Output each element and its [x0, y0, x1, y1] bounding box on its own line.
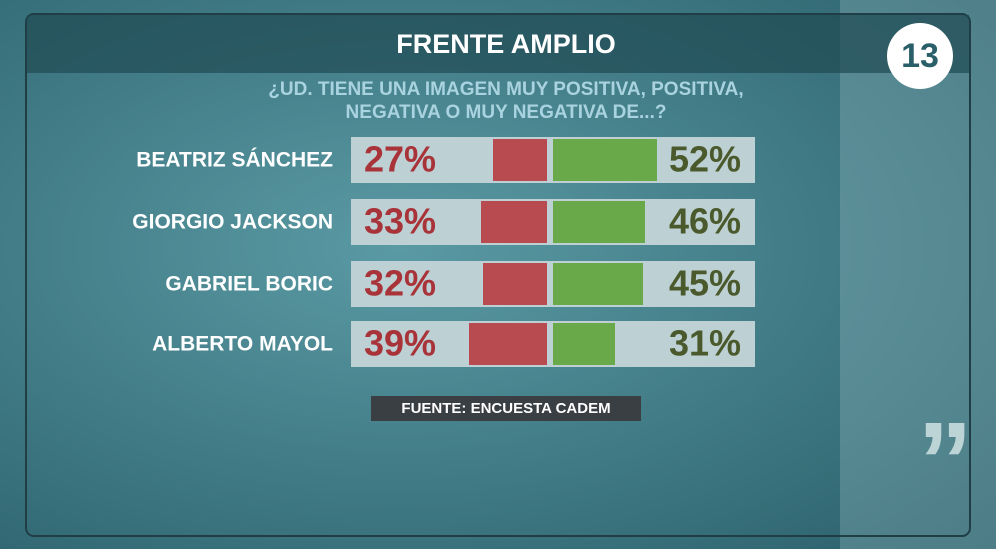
logo: 13 — [901, 37, 939, 75]
category-label: BEATRIZ SÁNCHEZ — [136, 149, 333, 172]
positive-value-label: 31% — [669, 323, 741, 364]
positive-bar — [553, 323, 615, 365]
negative-value-label: 33% — [364, 201, 436, 242]
positive-bar — [553, 263, 643, 305]
positive-value-label: 52% — [669, 139, 741, 180]
subtitle: NEGATIVA O MUY NEGATIVA DE...? — [346, 102, 667, 123]
positive-bar — [553, 139, 657, 181]
negative-bar — [481, 201, 547, 243]
source-box — [371, 396, 641, 421]
negative-value-label: 32% — [364, 263, 436, 304]
subtitle: ¿UD. TIENE UNA IMAGEN MUY POSITIVA, POSI… — [268, 79, 743, 100]
quote-mark: ” — [918, 400, 973, 523]
negative-bar — [493, 139, 547, 181]
chart-title: FRENTE AMPLIO — [396, 29, 616, 59]
source: FUENTE: ENCUESTA CADEM — [401, 400, 610, 417]
category-label: ALBERTO MAYOL — [152, 333, 333, 356]
negative-bar — [483, 263, 547, 305]
positive-value-label: 46% — [669, 201, 741, 242]
negative-bar — [469, 323, 547, 365]
negative-value-label: 39% — [364, 323, 436, 364]
category-label: GABRIEL BORIC — [165, 273, 333, 296]
title-band — [27, 15, 969, 73]
positive-value-label: 45% — [669, 263, 741, 304]
category-label: GIORGIO JACKSON — [132, 211, 333, 234]
positive-bar — [553, 201, 645, 243]
negative-value-label: 27% — [364, 139, 436, 180]
frame — [25, 13, 971, 537]
logo-circle — [887, 23, 953, 89]
